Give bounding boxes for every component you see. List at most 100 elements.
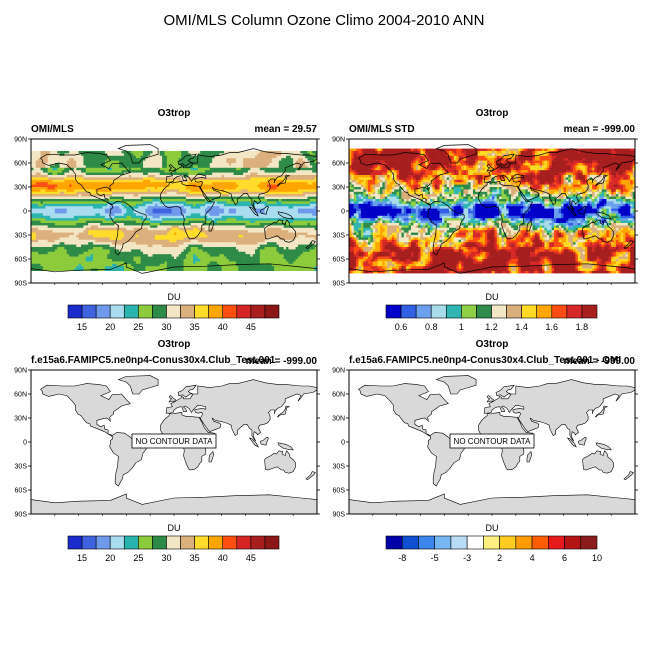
field-cell xyxy=(131,167,134,171)
field-cell xyxy=(64,167,68,171)
field-cell xyxy=(235,196,239,200)
field-cell xyxy=(85,160,89,164)
field-cell xyxy=(216,148,220,152)
field-cell xyxy=(195,158,199,161)
field-cell xyxy=(309,170,313,173)
field-cell xyxy=(45,151,48,154)
field-cell xyxy=(204,223,208,226)
field-cell xyxy=(252,165,256,169)
field-cell xyxy=(131,182,134,185)
field-cell xyxy=(300,203,303,207)
field-cell xyxy=(290,196,294,200)
field-cell xyxy=(185,148,189,152)
field-cell xyxy=(214,158,218,161)
field-cell xyxy=(190,143,194,147)
field-cell xyxy=(138,235,141,238)
field-cell xyxy=(52,235,56,238)
field-cell xyxy=(66,175,70,178)
field-cell xyxy=(128,213,132,217)
field-cell xyxy=(57,187,60,190)
field-cell xyxy=(174,206,177,209)
field-cell xyxy=(143,220,146,224)
field-cell xyxy=(214,143,218,147)
field-cell xyxy=(164,177,168,181)
field-cell xyxy=(216,196,220,200)
field-cell xyxy=(107,211,110,214)
field-cell xyxy=(31,203,34,207)
field-cell xyxy=(123,170,127,173)
field-cell xyxy=(276,232,280,236)
field-cell xyxy=(64,165,68,169)
field-cell xyxy=(73,170,77,173)
field-cell xyxy=(143,146,146,149)
field-cell xyxy=(112,163,115,166)
field-cell xyxy=(61,151,65,154)
field-cell xyxy=(235,191,239,195)
field-cell xyxy=(226,223,230,226)
field-cell xyxy=(54,151,58,154)
field-cell xyxy=(309,153,313,157)
field-cell xyxy=(247,230,251,233)
field-cell xyxy=(104,211,108,214)
field-cell xyxy=(278,220,282,224)
field-cell xyxy=(45,179,48,183)
field-cell xyxy=(76,146,79,149)
field-cell xyxy=(157,160,160,164)
field-cell xyxy=(288,175,292,178)
field-cell xyxy=(305,215,308,219)
field-cell xyxy=(47,201,51,205)
field-cell xyxy=(61,172,65,176)
field-cell xyxy=(297,172,301,176)
field-cell xyxy=(171,155,175,159)
field-cell xyxy=(126,215,130,219)
field-cell xyxy=(69,201,72,205)
field-cell xyxy=(104,194,108,197)
field-cell xyxy=(123,160,127,164)
field-cell xyxy=(133,235,137,238)
field-cell xyxy=(157,203,160,207)
field-cell xyxy=(176,151,180,154)
field-cell xyxy=(38,218,41,221)
field-cell xyxy=(302,230,306,233)
field-cell xyxy=(193,165,196,169)
field-cell xyxy=(90,203,94,207)
field-cell xyxy=(286,167,289,171)
field-cell xyxy=(209,211,213,214)
field-cell xyxy=(293,172,296,176)
field-cell xyxy=(57,155,60,159)
field-cell xyxy=(212,158,215,161)
field-cell xyxy=(221,184,225,188)
field-cell xyxy=(226,175,230,178)
field-cell xyxy=(235,218,239,221)
field-cell xyxy=(54,201,58,205)
field-cell xyxy=(114,141,118,145)
field-cell xyxy=(97,177,101,181)
field-cell xyxy=(31,194,34,197)
field-cell xyxy=(119,143,122,147)
field-cell xyxy=(233,201,237,205)
field-cell xyxy=(216,206,220,209)
field-cell xyxy=(309,182,313,185)
field-cell xyxy=(171,148,175,152)
field-cell xyxy=(195,213,199,217)
field-cell xyxy=(190,213,194,217)
field-cell xyxy=(245,141,249,145)
field-cell xyxy=(35,141,39,145)
field-cell xyxy=(152,230,156,233)
field-cell xyxy=(159,206,163,209)
field-cell xyxy=(97,227,101,231)
field-cell xyxy=(188,211,191,214)
field-cell xyxy=(83,225,87,229)
field-cell xyxy=(302,208,306,212)
field-cell xyxy=(159,146,163,149)
field-cell xyxy=(45,199,48,202)
field-cell xyxy=(216,232,220,236)
field-cell xyxy=(47,220,51,224)
field-cell xyxy=(255,187,258,190)
field-cell xyxy=(264,201,268,205)
field-cell xyxy=(45,235,48,238)
field-cell xyxy=(107,237,110,241)
field-cell xyxy=(314,153,317,157)
field-cell xyxy=(181,227,184,231)
field-cell xyxy=(31,172,34,176)
